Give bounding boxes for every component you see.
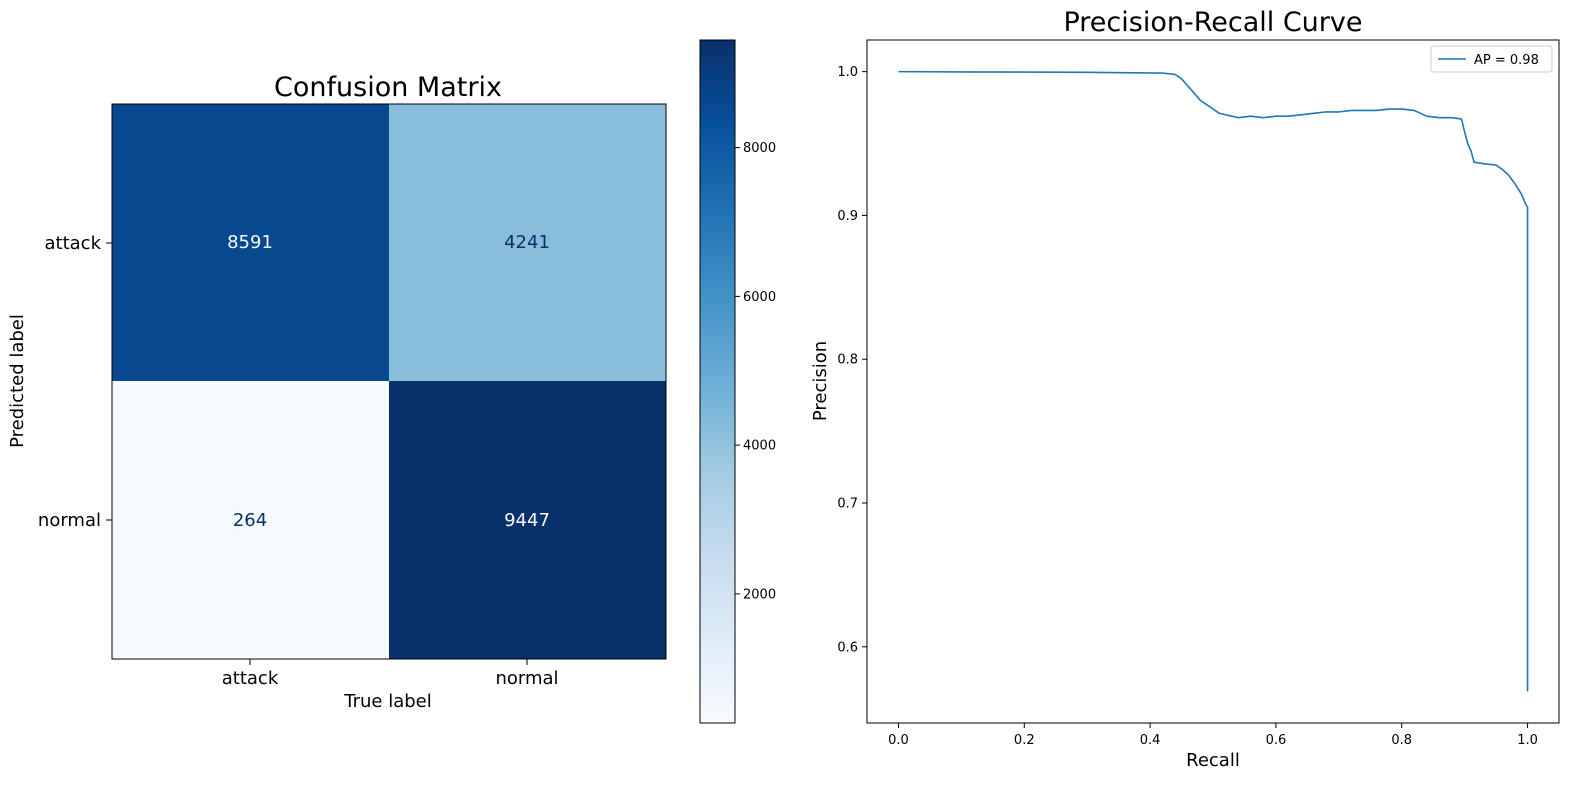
pr-curve-panel: Precision-Recall Curve 0.0 0.2 0.4 0.6 0.8 1.… — [810, 7, 1560, 771]
cm-value-attack-normal: 4241 — [504, 232, 550, 253]
pr-axes-frame — [866, 39, 1560, 724]
pr-ytick-label: 0.8 — [837, 353, 858, 368]
pr-xtick-label: 0.0 — [888, 733, 909, 748]
pr-xtick-label: 0.2 — [1014, 733, 1035, 748]
pr-ytick-label: 0.7 — [837, 497, 858, 512]
colorbar-tick-label: 8000 — [743, 141, 776, 156]
pr-ylabel: Precision — [810, 341, 831, 421]
pr-y-ticks: 0.6 0.7 0.8 0.9 1.0 — [837, 65, 867, 655]
cm-frame — [111, 103, 667, 660]
cm-value-normal-normal: 9447 — [504, 510, 550, 531]
pr-xlabel: Recall — [1186, 750, 1240, 771]
pr-ytick-label: 0.9 — [837, 209, 858, 224]
pr-legend-label: AP = 0.98 — [1474, 53, 1539, 68]
pr-ytick-label: 0.6 — [837, 640, 858, 655]
pr-ytick-label: 1.0 — [837, 65, 858, 80]
pr-legend-box — [1430, 45, 1553, 73]
cm-x-ticks — [249, 659, 528, 665]
cm-xtick-attack: attack — [222, 668, 279, 689]
cm-title: Confusion Matrix — [274, 72, 502, 103]
colorbar-tick-label: 4000 — [743, 439, 776, 454]
cm-ylabel: Predicted label — [7, 314, 28, 448]
cm-ytick-normal: normal — [38, 510, 101, 531]
pr-xtick-label: 0.4 — [1140, 733, 1161, 748]
pr-xtick-label: 1.0 — [1517, 733, 1538, 748]
colorbar-gradient — [699, 39, 736, 724]
pr-series-line — [898, 70, 1529, 692]
pr-xtick-label: 0.8 — [1391, 733, 1412, 748]
pr-x-ticks: 0.0 0.2 0.4 0.6 0.8 1.0 — [888, 723, 1538, 748]
cm-xtick-normal: normal — [495, 668, 558, 689]
pr-title: Precision-Recall Curve — [1063, 7, 1362, 38]
cm-cell-normal-attack — [112, 381, 389, 659]
cm-xlabel: True label — [343, 691, 432, 712]
pr-xtick-label: 0.6 — [1266, 733, 1287, 748]
cm-cell-values: 8591 4241 264 9447 — [227, 232, 550, 531]
cm-cell-attack-attack — [112, 104, 389, 381]
cm-value-normal-attack: 264 — [233, 510, 267, 531]
cm-y-ticks — [106, 242, 112, 521]
cm-cell-normal-normal — [389, 381, 666, 659]
cm-cell-attack-normal — [389, 104, 666, 381]
cm-cells — [112, 104, 666, 659]
cm-value-attack-attack: 8591 — [227, 232, 273, 253]
colorbar: 2000 4000 6000 8000 — [699, 39, 776, 724]
colorbar-ticks: 2000 4000 6000 8000 — [735, 141, 776, 602]
colorbar-tick-label: 2000 — [743, 587, 776, 602]
pr-legend: AP = 0.98 — [1430, 45, 1553, 73]
colorbar-tick-label: 6000 — [743, 290, 776, 305]
confusion-matrix-panel: Confusion Matrix 8591 4241 264 9447 atta… — [7, 72, 667, 712]
cm-ytick-attack: attack — [45, 233, 102, 254]
